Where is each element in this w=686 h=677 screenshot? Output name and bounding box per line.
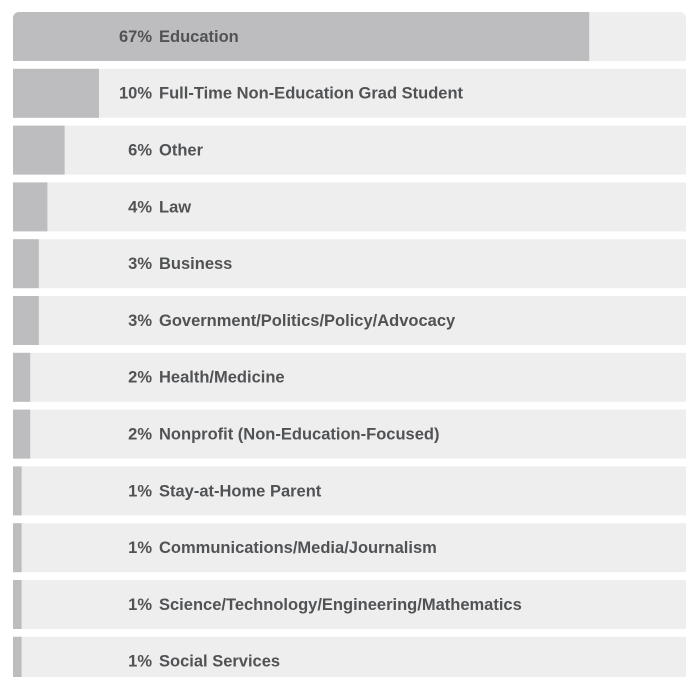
row-background <box>13 523 686 573</box>
bar <box>13 580 22 629</box>
row-background <box>13 125 686 175</box>
row-background <box>13 352 686 402</box>
value-label: 3% <box>128 312 152 330</box>
row-background <box>13 466 686 516</box>
row-background <box>13 409 686 459</box>
value-label: 1% <box>128 539 152 557</box>
row-background <box>13 182 686 232</box>
category-label: Health/Medicine <box>159 369 285 387</box>
category-label: Other <box>159 141 204 159</box>
row-background <box>13 580 686 629</box>
value-label: 10% <box>119 85 152 103</box>
category-label: Law <box>159 198 191 216</box>
category-label: Science/Technology/Engineering/Mathemati… <box>159 596 522 614</box>
value-label: 1% <box>128 596 152 614</box>
value-label: 1% <box>128 482 152 500</box>
bar-rows <box>13 12 686 677</box>
value-label: 3% <box>128 255 152 273</box>
category-label: Stay-at-Home Parent <box>159 482 322 500</box>
value-label: 67% <box>119 28 152 46</box>
value-label: 4% <box>128 198 152 216</box>
category-label: Business <box>159 255 232 273</box>
value-label: 2% <box>128 369 152 387</box>
bar <box>13 296 39 345</box>
bar <box>13 409 31 459</box>
value-label: 6% <box>128 141 152 159</box>
bar <box>13 352 31 402</box>
value-label: 2% <box>128 425 152 443</box>
category-label: Communications/Media/Journalism <box>159 539 437 557</box>
bar <box>13 125 65 175</box>
category-label: Education <box>159 28 239 46</box>
bar <box>13 466 22 516</box>
category-label: Government/Politics/Policy/Advocacy <box>159 312 456 330</box>
row-background <box>13 636 686 677</box>
category-label: Nonprofit (Non-Education-Focused) <box>159 425 439 443</box>
row-background <box>13 239 686 289</box>
bar <box>13 523 22 573</box>
category-label: Social Services <box>159 653 280 671</box>
bar <box>13 636 22 677</box>
bar <box>13 68 99 118</box>
row-background <box>13 296 686 345</box>
row-background <box>13 68 686 118</box>
category-label: Full-Time Non-Education Grad Student <box>159 85 464 103</box>
value-label: 1% <box>128 653 152 671</box>
bar <box>13 239 39 289</box>
bar <box>13 182 48 232</box>
bar <box>13 12 590 61</box>
